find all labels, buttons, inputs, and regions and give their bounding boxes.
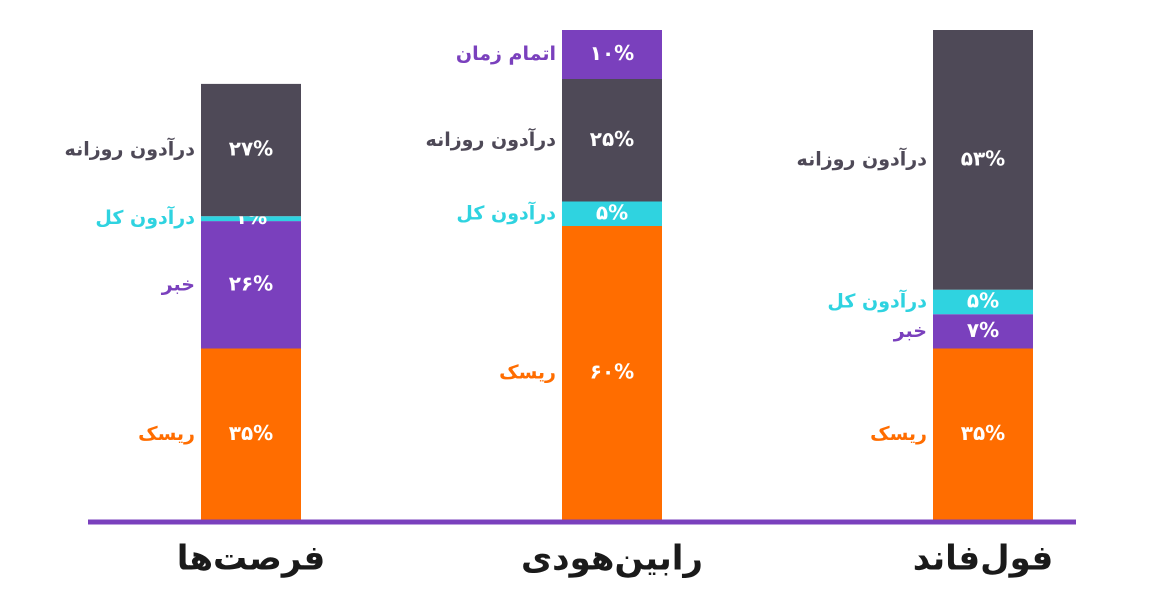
value-label: ۲۶% xyxy=(229,271,273,295)
bar-segment xyxy=(933,30,1033,290)
segment-label: ریسک xyxy=(499,362,556,384)
value-label: ۷% xyxy=(967,318,999,342)
bar-segment xyxy=(562,30,662,79)
bar-segment xyxy=(562,79,662,202)
category-label: رابین‌هودی xyxy=(521,539,703,579)
value-label: ۵۳% xyxy=(961,146,1005,170)
value-label: ۵% xyxy=(596,200,628,224)
segment-label: ریسک xyxy=(138,423,195,445)
segment-label: درآدون روزانه xyxy=(797,146,928,170)
segment-label: ریسک xyxy=(870,423,927,445)
segment-label: درآدون کل xyxy=(827,288,927,312)
value-label: ۳۵% xyxy=(961,421,1005,445)
category-label: فرصت‌ها xyxy=(177,539,326,579)
segment-label: درآدون کل xyxy=(95,205,195,229)
bar-segment xyxy=(201,348,301,520)
segment-label: اتمام زمان xyxy=(456,43,556,65)
bar-segment xyxy=(562,201,662,226)
value-label: ۳۵% xyxy=(229,421,273,445)
bar-segment xyxy=(562,226,662,520)
value-label: ۶۰% xyxy=(590,360,634,384)
segment-label: خبر xyxy=(161,273,195,295)
segment-label: خبر xyxy=(893,320,927,342)
value-label: ۲۷% xyxy=(229,137,273,161)
bar-segment xyxy=(201,83,301,217)
value-label: ۱۰% xyxy=(590,41,634,65)
segment-label: درآدون روزانه xyxy=(65,137,196,161)
bar-segment xyxy=(201,221,301,349)
segment-label: درآدون کل xyxy=(456,200,556,224)
category-label: فول‌فاند xyxy=(913,539,1054,579)
bar-segment xyxy=(933,289,1033,315)
value-label: ۵% xyxy=(967,288,999,312)
bar-segment xyxy=(933,314,1033,349)
value-label: ۲۵% xyxy=(590,127,634,151)
bar-segment xyxy=(933,348,1033,520)
segment-label: درآدون روزانه xyxy=(426,127,557,151)
bar-segment xyxy=(201,216,301,222)
